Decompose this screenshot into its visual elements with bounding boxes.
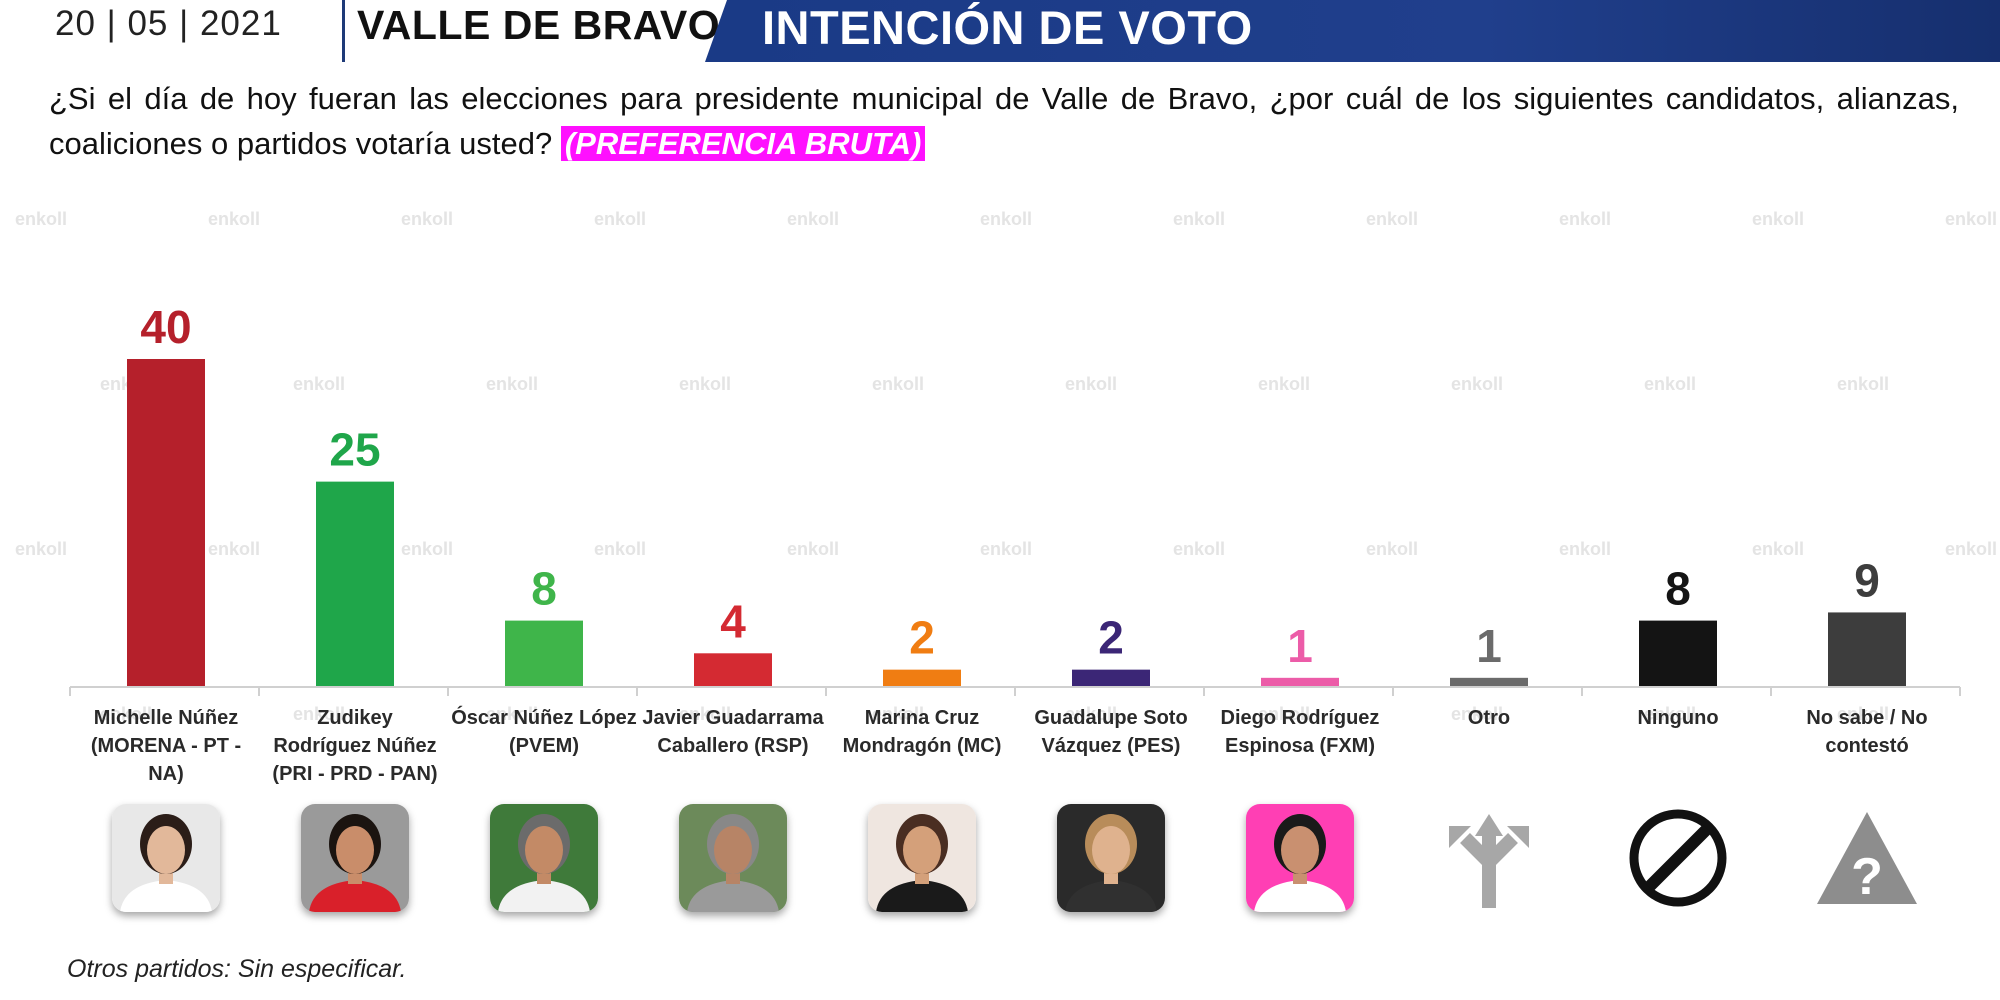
value-label: 4: [720, 595, 746, 647]
category-label: Mondragón (MC): [843, 735, 1002, 757]
candidate-photo-diego: [1246, 804, 1354, 912]
no-symbol-icon: [1624, 804, 1732, 912]
category-label: Ninguno: [1637, 707, 1718, 729]
bar: [694, 653, 772, 686]
bar: [316, 481, 394, 686]
category-label: Rodríguez Núñez: [273, 735, 436, 757]
value-label: 40: [140, 301, 191, 353]
category-label: Zudikey: [317, 707, 393, 729]
svg-text:?: ?: [1851, 848, 1883, 906]
category-label: (PVEM): [509, 735, 579, 757]
bar: [1639, 620, 1717, 686]
category-label: (MORENA - PT -: [91, 735, 241, 757]
value-label: 8: [531, 563, 557, 615]
category-label: Guadalupe Soto: [1034, 707, 1187, 729]
header-divider: [342, 0, 345, 62]
category-label: (PRI - PRD - PAN): [272, 763, 437, 785]
candidate-photo-michelle: [112, 804, 220, 912]
category-label: Javier Guadarrama: [642, 707, 824, 729]
candidate-icons-row: ?: [0, 800, 2000, 920]
bars-group: [127, 359, 1906, 686]
bar: [127, 359, 205, 686]
survey-question: ¿Si el día de hoy fueran las elecciones …: [49, 76, 1959, 166]
category-label: Marina Cruz: [865, 707, 979, 729]
x-axis-ticks: [69, 687, 1961, 696]
category-labels-group: Michelle Núñez (MORENA - PT - NA) Zudikey Ro…: [91, 705, 1928, 785]
category-label: No sabe / No: [1806, 707, 1927, 729]
category-label: Otro: [1468, 707, 1510, 729]
category-label: NA): [148, 763, 184, 785]
value-label: 8: [1665, 563, 1691, 615]
value-label: 2: [909, 612, 935, 664]
category-label: Óscar Núñez López: [451, 705, 637, 729]
bar-chart: 40 25 8 4 2 2 1 1 8 9 Michelle Núñez (MORENA - PT …: [69, 301, 1961, 785]
bar: [1072, 669, 1150, 686]
category-label: contestó: [1825, 735, 1908, 757]
candidate-photo-oscar: [490, 804, 598, 912]
page-title: INTENCIÓN DE VOTO: [762, 1, 1253, 54]
bar: [1261, 677, 1339, 686]
bar: [505, 620, 583, 686]
bar: [1828, 612, 1906, 686]
value-label: 25: [329, 424, 380, 476]
bar: [1450, 677, 1528, 686]
category-label: Michelle Núñez: [94, 707, 238, 729]
value-label: 9: [1854, 554, 1880, 606]
category-label: Caballero (RSP): [657, 735, 808, 757]
place-title: VALLE DE BRAVO: [357, 2, 721, 48]
value-label: 1: [1476, 620, 1502, 672]
value-label: 1: [1287, 620, 1313, 672]
category-label: Espinosa (FXM): [1225, 735, 1375, 757]
footnote: Otros partidos: Sin especificar.: [67, 955, 407, 983]
category-label: Vázquez (PES): [1042, 735, 1181, 757]
category-label: Diego Rodríguez: [1221, 707, 1380, 729]
candidate-photo-javier: [679, 804, 787, 912]
value-labels-group: 40 25 8 4 2 2 1 1 8 9: [140, 301, 1879, 672]
report-date: 20 | 05 | 2021: [55, 4, 282, 43]
candidate-photo-marina: [868, 804, 976, 912]
bar: [883, 669, 961, 686]
value-label: 2: [1098, 612, 1124, 664]
question-triangle-icon: ?: [1813, 804, 1921, 912]
title-banner: [705, 0, 2000, 62]
header: 20 | 05 | 2021 VALLE DE BRAVO INTENCIÓN …: [0, 0, 2000, 62]
candidate-photo-guadalupe: [1057, 804, 1165, 912]
candidate-photo-zudikey: [301, 804, 409, 912]
preference-tag: (PREFERENCIA BRUTA): [560, 126, 926, 161]
question-text: ¿Si el día de hoy fueran las elecciones …: [49, 81, 1959, 161]
fork-arrows-icon: [1435, 804, 1543, 912]
